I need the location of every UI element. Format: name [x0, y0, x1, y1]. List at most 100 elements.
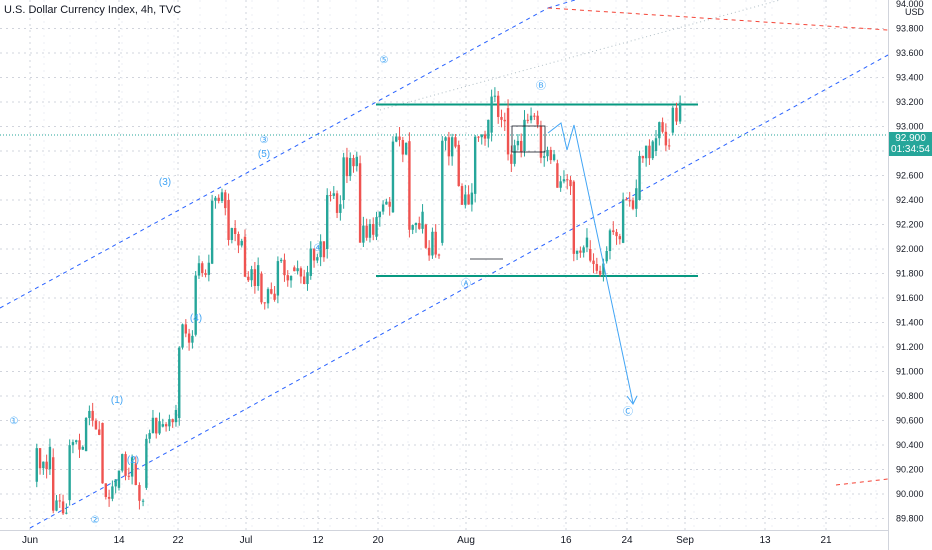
- red-dashed-line-top: [547, 7, 889, 31]
- channel-mid-line: [379, 0, 781, 111]
- x-tick-label: 24: [621, 535, 633, 546]
- candle-body: [457, 144, 460, 187]
- candle-body: [641, 155, 645, 159]
- candle: [559, 175, 562, 192]
- candle-body: [546, 149, 549, 157]
- candle: [631, 197, 635, 211]
- y-tick-label: 90.200: [896, 465, 924, 475]
- candle: [237, 231, 240, 254]
- candle-body: [55, 500, 58, 511]
- candle: [94, 418, 98, 430]
- x-tick-label: 22: [172, 535, 184, 546]
- candle-body: [312, 248, 316, 261]
- candle-body: [388, 201, 391, 207]
- candle: [454, 134, 457, 149]
- candle-body: [506, 108, 510, 155]
- candle: [91, 402, 94, 427]
- candle-body: [168, 419, 171, 427]
- candle: [42, 461, 45, 475]
- candle-body: [270, 289, 273, 294]
- candle: [332, 186, 335, 200]
- candle: [224, 189, 227, 216]
- candle-body: [187, 333, 191, 343]
- candle: [45, 454, 48, 479]
- candle: [194, 271, 197, 337]
- y-tick-label: 93.400: [896, 73, 924, 83]
- candle: [598, 265, 602, 277]
- candle-body: [526, 119, 529, 121]
- candle: [107, 489, 111, 507]
- candle: [552, 149, 556, 162]
- candle: [556, 159, 559, 188]
- candle: [398, 126, 401, 147]
- candle: [114, 479, 117, 494]
- channel-lower-line: [29, 54, 889, 529]
- candle: [638, 150, 641, 201]
- candle: [35, 443, 38, 488]
- candle-body: [648, 145, 651, 159]
- candle: [130, 454, 134, 485]
- candle: [490, 89, 493, 142]
- candle-body: [151, 417, 155, 434]
- range-box: [511, 125, 546, 153]
- wave-label: ③: [260, 135, 269, 146]
- candle: [256, 257, 260, 291]
- candle: [345, 147, 349, 184]
- candle: [250, 265, 253, 287]
- candle-body: [197, 263, 201, 276]
- y-tick-label: 93.800: [896, 24, 924, 34]
- candle-body: [68, 445, 71, 501]
- candle-body: [385, 201, 388, 205]
- candle-body: [513, 145, 516, 164]
- candle-body: [145, 438, 148, 488]
- y-tick-label: 93.000: [896, 122, 924, 132]
- candle-body: [595, 264, 599, 271]
- candle: [651, 140, 654, 161]
- candle-body: [114, 479, 117, 487]
- candle: [358, 155, 362, 243]
- candle-body: [651, 141, 654, 159]
- candle-body: [214, 197, 217, 201]
- projection: [470, 122, 638, 405]
- candle-body: [174, 409, 178, 423]
- candle: [68, 439, 71, 506]
- candle: [148, 429, 151, 444]
- candle: [253, 262, 257, 294]
- countdown-timer: 01:34:54: [891, 144, 930, 155]
- candle-body: [493, 95, 497, 97]
- candle: [585, 228, 589, 253]
- candle: [124, 451, 127, 481]
- candle-body: [398, 136, 401, 141]
- candle: [418, 216, 421, 230]
- candle: [658, 121, 661, 146]
- wave-label: ①: [10, 416, 19, 427]
- candle-body: [424, 224, 428, 248]
- candle-body: [411, 225, 414, 230]
- wave-label: (4): [190, 313, 202, 324]
- candle-body: [289, 276, 293, 281]
- candle: [368, 219, 372, 243]
- candle-body: [230, 228, 234, 240]
- candle-body: [470, 192, 474, 205]
- candle-body: [569, 179, 572, 187]
- candle-body: [559, 181, 562, 188]
- x-tick-label: Sep: [676, 535, 694, 546]
- candle-body: [467, 194, 470, 205]
- candle: [276, 256, 280, 304]
- candle: [197, 255, 201, 279]
- y-tick-label: 92.000: [896, 244, 924, 254]
- candle: [427, 240, 431, 261]
- candle: [467, 185, 470, 205]
- candle: [612, 221, 615, 235]
- candle: [378, 211, 382, 227]
- y-tick-label: 92.400: [896, 195, 924, 205]
- candle-body: [302, 276, 306, 285]
- candle-body: [309, 248, 312, 276]
- candle-body: [111, 486, 114, 499]
- candle-body: [615, 232, 618, 237]
- candle-body: [161, 424, 165, 427]
- candle-body: [503, 119, 506, 122]
- candle: [434, 224, 437, 258]
- candle: [381, 200, 385, 215]
